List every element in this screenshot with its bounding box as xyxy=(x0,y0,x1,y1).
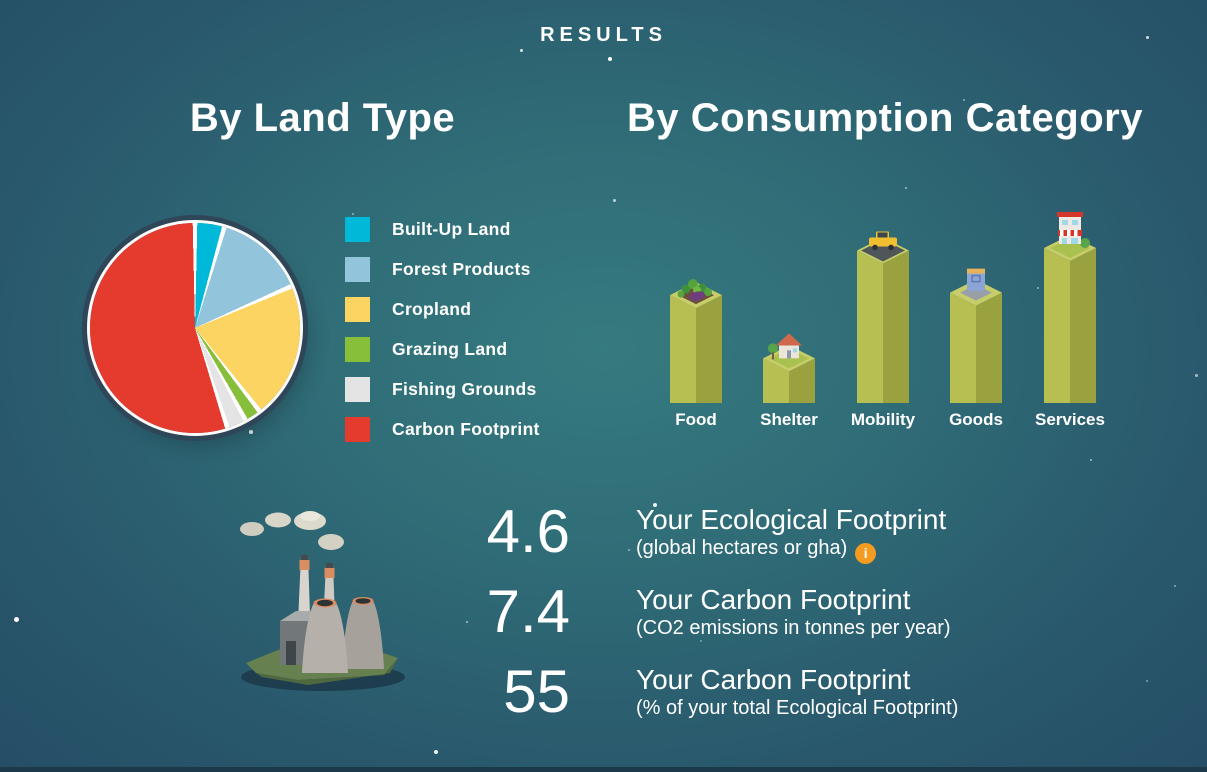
star-dot xyxy=(700,640,702,642)
star-dot xyxy=(1090,459,1092,461)
land-type-pie-chart xyxy=(90,223,300,433)
stat-row: 55 Your Carbon Footprint (% of your total … xyxy=(430,660,958,724)
stat-row: 4.6 Your Ecological Footprint (global hect… xyxy=(430,500,958,564)
star-dot xyxy=(613,199,616,202)
cooling-tower-right-hole xyxy=(355,598,371,604)
legend-label: Built-Up Land xyxy=(392,218,511,239)
shopping-bag-icon xyxy=(960,268,992,301)
smoke-clouds xyxy=(240,511,344,550)
star-dot xyxy=(520,49,523,52)
legend-label: Fishing Grounds xyxy=(392,378,537,399)
stat-subtitle-text: (global hectares or gha) xyxy=(636,537,848,559)
cooling-tower-left-hole xyxy=(317,599,333,607)
star-dot xyxy=(963,99,965,101)
stat-text: Your Ecological Footprint (global hectare… xyxy=(636,500,946,564)
star-dot xyxy=(608,57,612,61)
stat-value: 4.6 xyxy=(486,498,570,565)
legend-label: Carbon Footprint xyxy=(392,418,540,439)
key-figures: 4.6 Your Ecological Footprint (global hect… xyxy=(430,500,959,740)
chimney-left-tip xyxy=(300,555,309,560)
legend-label: Cropland xyxy=(392,298,472,319)
bar-shelter xyxy=(763,333,815,403)
cooling-tower-right xyxy=(342,601,384,669)
star-dot xyxy=(352,213,354,215)
legend-label: Forest Products xyxy=(392,258,531,279)
star-dot xyxy=(1195,374,1198,377)
stat-row: 7.4 Your Carbon Footprint (CO2 emissions i… xyxy=(430,580,958,644)
stat-subtitle: (CO2 emissions in tonnes per year) xyxy=(636,615,951,641)
legend-swatch-grazing-land xyxy=(345,336,370,362)
star-dot xyxy=(1146,36,1149,39)
consumption-category-heading: By Consumption Category xyxy=(627,96,1143,140)
legend-swatch-forest-products xyxy=(345,256,370,282)
bar-services xyxy=(1044,212,1096,403)
star-dot xyxy=(905,187,907,189)
star-dot xyxy=(653,503,657,507)
bar-goods xyxy=(950,268,1002,403)
bar-label: Food xyxy=(675,410,717,429)
land-type-heading: By Land Type xyxy=(189,96,456,140)
legend-item-carbon-footprint: Carbon Footprint xyxy=(345,409,540,449)
info-icon[interactable]: i xyxy=(855,542,877,564)
legend-item-grazing-land: Grazing Land xyxy=(345,329,540,369)
bar-label: Goods xyxy=(949,410,1003,429)
factory-illustration xyxy=(240,511,405,691)
cooling-tower-left xyxy=(302,603,348,673)
island-edge xyxy=(256,658,398,685)
legend-item-fishing-grounds: Fishing Grounds xyxy=(345,369,540,409)
bottom-divider xyxy=(0,767,1207,772)
star-dot xyxy=(249,430,253,434)
stat-subtitle: (% of your total Ecological Footprint) xyxy=(636,695,958,721)
stat-title: Your Carbon Footprint xyxy=(636,664,911,695)
stat-subtitle-text: (% of your total Ecological Footprint) xyxy=(636,697,959,719)
bar-label: Shelter xyxy=(760,410,818,429)
stat-subtitle-text: (CO2 emissions in tonnes per year) xyxy=(636,617,951,639)
star-dot xyxy=(466,621,468,623)
star-dot xyxy=(628,549,630,551)
bar-label: Mobility xyxy=(851,410,916,429)
stat-text: Your Carbon Footprint (CO2 emissions in t… xyxy=(636,580,951,644)
stat-title: Your Ecological Footprint xyxy=(636,504,947,535)
legend-swatch-carbon-footprint xyxy=(345,416,370,442)
star-dot xyxy=(1146,680,1148,682)
star-dot xyxy=(1037,287,1039,289)
stat-value: 55 xyxy=(503,658,570,725)
legend-item-cropland: Cropland xyxy=(345,289,540,329)
stat-text: Your Carbon Footprint (% of your total Ec… xyxy=(636,660,958,724)
star-dot xyxy=(14,617,19,622)
car-icon xyxy=(861,231,905,262)
bar-label: Services xyxy=(1035,410,1105,429)
star-dot xyxy=(1174,585,1176,587)
chimney-right-tip xyxy=(325,563,334,568)
chimney-right-band xyxy=(324,568,335,578)
stat-subtitle: (global hectares or gha) i xyxy=(636,535,946,564)
bar-mobility xyxy=(857,231,909,403)
legend-swatch-cropland xyxy=(345,296,370,322)
legend-swatch-fishing-grounds xyxy=(345,376,370,402)
vegetables-icon xyxy=(677,279,714,305)
chimney-left-band xyxy=(299,560,310,570)
legend-label: Grazing Land xyxy=(392,338,508,359)
bar-food xyxy=(670,279,722,403)
legend-item-forest-products: Forest Products xyxy=(345,249,540,289)
house-icon xyxy=(768,333,809,369)
star-dot xyxy=(434,750,438,754)
stat-value: 7.4 xyxy=(486,578,570,645)
stat-title: Your Carbon Footprint xyxy=(636,584,911,615)
legend-swatch-built-up-land xyxy=(345,216,370,242)
building-door xyxy=(286,641,296,665)
storefront-icon xyxy=(1050,212,1090,258)
legend-item-built-up-land: Built-Up Land xyxy=(345,209,540,249)
consumption-bar-chart: Food Shelter Mobility Goods Services xyxy=(670,212,1105,429)
page-title: RESULTS xyxy=(540,24,667,46)
land-type-legend: Built-Up Land Forest Products Cropland Graz… xyxy=(345,209,540,449)
